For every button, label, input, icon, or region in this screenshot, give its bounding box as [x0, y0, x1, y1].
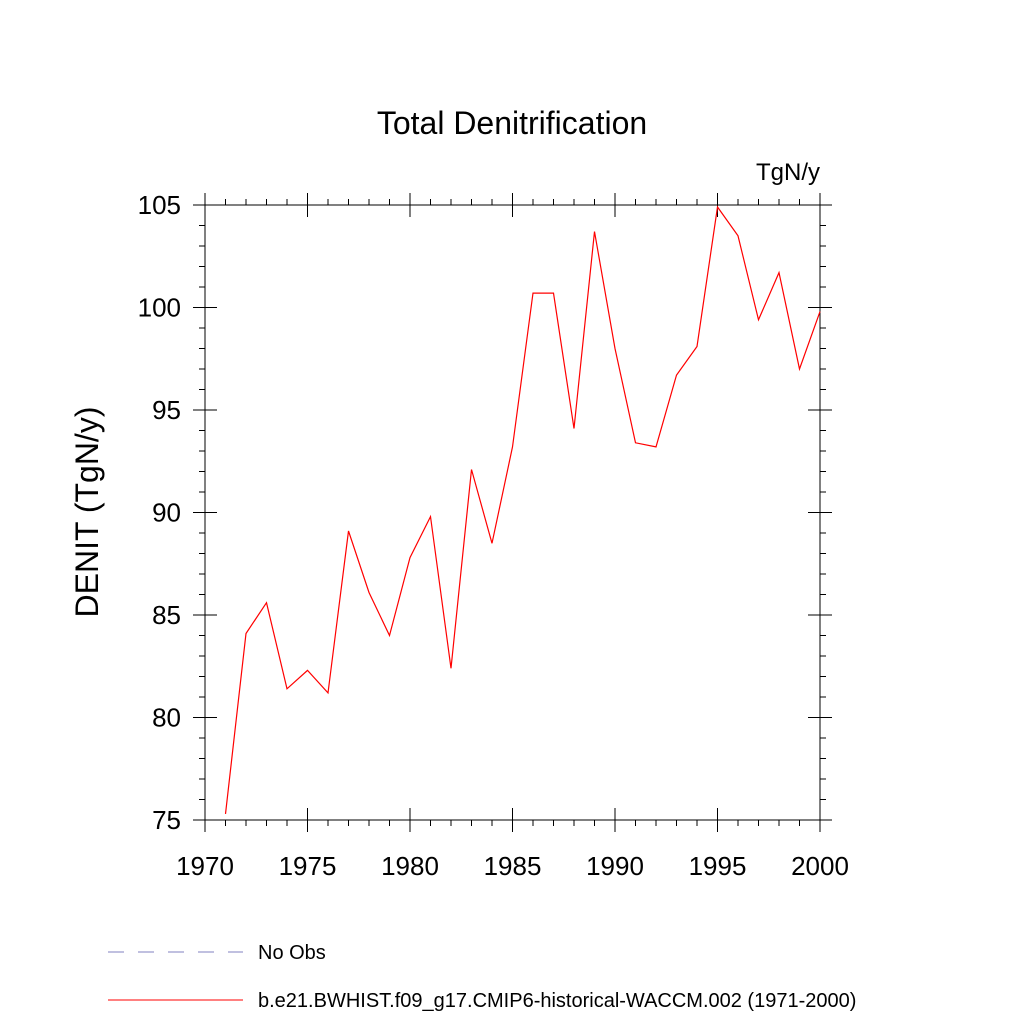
y-tick-label: 85 — [152, 600, 181, 630]
series-group — [224, 205, 821, 814]
y-tick-label: 90 — [152, 498, 181, 528]
y-tick-label: 75 — [152, 805, 181, 835]
y-axis: 75 80 85 90 95 100 105 — [138, 190, 832, 835]
y-tick-label: 80 — [152, 703, 181, 733]
units-label: TgN/y — [756, 159, 820, 186]
y-tick-label: 105 — [138, 190, 181, 220]
x-tick-label: 1970 — [176, 851, 234, 881]
x-tick-label: 1985 — [484, 851, 542, 881]
x-tick-label: 1975 — [279, 851, 337, 881]
x-tick-label: 1995 — [689, 851, 747, 881]
legend: No Obs b.e21.BWHIST.f09_g17.CMIP6-histori… — [108, 942, 856, 1012]
y-axis-title: DENIT (TgN/y) — [69, 407, 105, 618]
legend-label: b.e21.BWHIST.f09_g17.CMIP6-historical-WA… — [258, 990, 856, 1012]
y-minor-ticks — [199, 225, 826, 800]
series-line — [224, 205, 821, 814]
y-tick-label: 95 — [152, 395, 181, 425]
x-minor-ticks — [225, 199, 800, 826]
chart-title: Total Denitrification — [377, 105, 647, 141]
x-tick-label: 2000 — [791, 851, 849, 881]
x-tick-label: 1980 — [381, 851, 439, 881]
x-tick-label: 1990 — [586, 851, 644, 881]
x-axis: 1970 1975 1980 1985 1990 1995 2000 — [176, 193, 849, 881]
y-tick-label: 100 — [138, 293, 181, 323]
legend-label: No Obs — [258, 942, 326, 964]
plot-frame — [204, 204, 821, 821]
